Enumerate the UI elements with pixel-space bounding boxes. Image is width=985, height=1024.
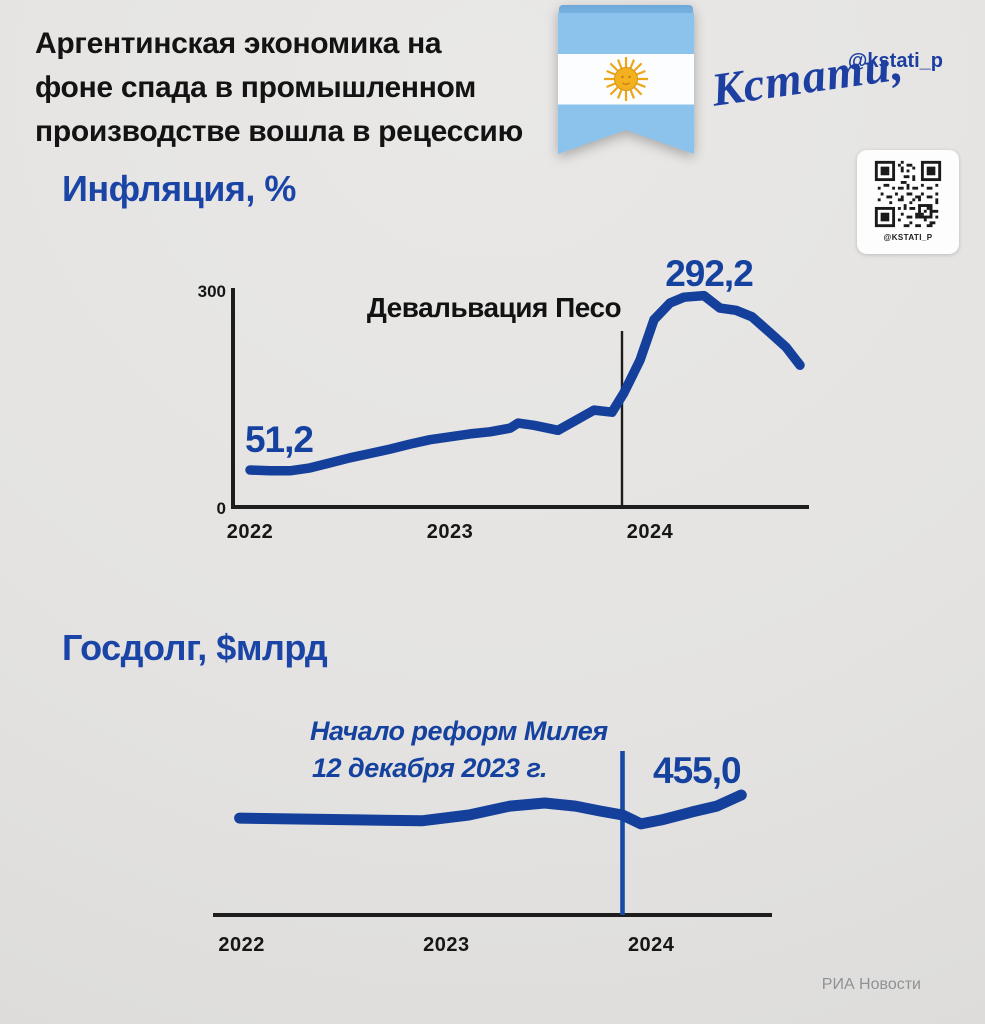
headline-line-1: Аргентинская экономика на bbox=[35, 27, 442, 60]
argentina-flag-ribbon-icon bbox=[558, 2, 694, 154]
x-tick-2023: 2023 bbox=[427, 521, 474, 543]
headline: Аргентинская экономика на фоне спада в п… bbox=[35, 22, 575, 154]
y-tick-0: 0 bbox=[217, 499, 226, 518]
reform-annotation-line-2: 12 декабря 2023 г. bbox=[312, 753, 547, 783]
source-credit: РИА Новости bbox=[821, 976, 921, 993]
sun-of-may-icon bbox=[604, 57, 648, 102]
kstati-logo: Кстати, bbox=[708, 38, 907, 117]
reform-annotation-line-1: Начало реформ Милея bbox=[310, 716, 608, 746]
qr-code-icon bbox=[874, 160, 942, 228]
qr-caption: @KSTATI_P bbox=[883, 233, 933, 242]
y-tick-300: 300 bbox=[198, 282, 226, 301]
flag-body bbox=[558, 13, 694, 154]
debt-chart-title: Госдолг, $млрд bbox=[62, 627, 328, 668]
x-tick-2022: 2022 bbox=[218, 934, 265, 956]
inflation-series-line bbox=[245, 290, 805, 476]
start-value-label: 51,2 bbox=[245, 419, 313, 460]
x-tick-2023: 2023 bbox=[423, 934, 470, 956]
inflation-axes bbox=[231, 288, 809, 509]
x-tick-2024: 2024 bbox=[628, 934, 675, 956]
telegram-handle: @kstati_p bbox=[847, 50, 943, 72]
x-tick-2022: 2022 bbox=[227, 521, 274, 543]
headline-line-2: фоне спада в промышленном bbox=[35, 71, 477, 104]
x-tick-2024: 2024 bbox=[627, 521, 674, 543]
devaluation-label: Девальвация Песо bbox=[367, 292, 622, 323]
headline-line-3: производстве вошла в рецессию bbox=[35, 115, 523, 148]
end-value-label: 455,0 bbox=[653, 750, 741, 791]
debt-series-line bbox=[234, 789, 747, 830]
inflation-chart-title: Инфляция, % bbox=[62, 168, 296, 209]
peak-value-label: 292,2 bbox=[665, 253, 753, 294]
qr-card: @KSTATI_P bbox=[857, 150, 959, 254]
